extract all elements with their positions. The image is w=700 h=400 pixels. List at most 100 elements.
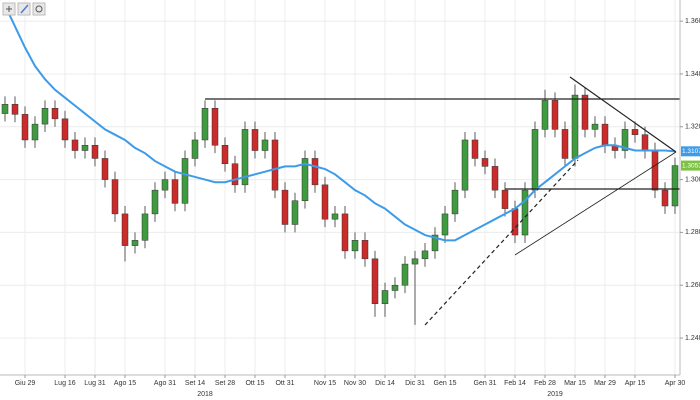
y-tick-label: 1.2400 — [685, 335, 700, 342]
candle-body — [91, 144, 99, 159]
candle-body — [271, 139, 279, 191]
candle-body — [71, 139, 79, 151]
candle-body — [181, 158, 189, 204]
candle-body — [221, 144, 229, 164]
candle-body — [11, 104, 19, 115]
x-tick-label: Lug 16 — [54, 380, 76, 387]
candle-body — [481, 158, 489, 167]
candle-body — [441, 213, 449, 236]
candle-body — [591, 123, 599, 130]
candle-body — [391, 284, 399, 291]
x-tick-label: Apr 30 — [665, 380, 686, 387]
candle-body — [311, 158, 319, 186]
candle-body — [101, 158, 109, 180]
y-tick-label: 1.3200 — [685, 124, 700, 131]
price-tag — [681, 160, 700, 171]
candle-body — [661, 189, 669, 207]
candle-body — [1, 104, 9, 114]
candle-body — [51, 108, 59, 120]
candle-body — [571, 94, 579, 159]
candle-body — [461, 139, 469, 191]
candle-body — [201, 108, 209, 141]
x-tick-label: Feb 14 — [504, 380, 526, 387]
x-tick-label: Dic 14 — [375, 380, 395, 387]
x-tick-label: Mar 29 — [594, 380, 616, 387]
y-tick-label: 1.3400 — [685, 71, 700, 78]
candle-body — [371, 258, 379, 304]
y-tick-label: 1.2800 — [685, 229, 700, 236]
x-tick-label: Lug 31 — [84, 380, 106, 387]
price-tag — [681, 146, 700, 157]
candle-body — [141, 213, 149, 241]
candle-body — [111, 179, 119, 215]
y-tick-label: 1.3600 — [685, 18, 700, 25]
candle-body — [251, 129, 259, 151]
candle-body — [61, 118, 69, 141]
x-tick-label: Feb 28 — [534, 380, 556, 387]
candle-body — [631, 129, 639, 135]
moving-average-line — [4, 4, 676, 242]
y-tick-label: 1.2600 — [685, 282, 700, 289]
x-tick-label: Apr 15 — [625, 380, 646, 387]
x-tick-label: Ott 15 — [245, 380, 264, 387]
candle-body — [401, 263, 409, 286]
x-tick-label: Nov 15 — [314, 380, 336, 387]
candle-body — [501, 189, 509, 209]
candle-body — [81, 144, 89, 151]
candle-body — [621, 129, 629, 151]
candle-body — [541, 100, 549, 130]
candle-body — [291, 200, 299, 225]
candle-body — [211, 108, 219, 146]
x-tick-label: Dic 31 — [405, 380, 425, 387]
x-tick-label: Gen 15 — [434, 380, 457, 387]
icon — [20, 4, 29, 14]
candle-body — [671, 165, 679, 207]
candle-body — [341, 213, 349, 252]
year-label: 2018 — [197, 391, 213, 398]
x-tick-label: Set 28 — [215, 380, 235, 387]
candle-body — [381, 290, 389, 304]
candle-body — [451, 189, 459, 215]
candle-body — [231, 163, 239, 186]
candle-body — [491, 166, 499, 191]
candle-body — [171, 179, 179, 204]
candle-body — [151, 189, 159, 215]
year-label: 2019 — [547, 391, 563, 398]
settings-button[interactable] — [32, 2, 46, 16]
candle-body — [31, 123, 39, 141]
candle-body — [41, 108, 49, 125]
candle-body — [521, 189, 529, 236]
candle-body — [351, 240, 359, 252]
candle-body — [121, 213, 129, 246]
candle-body — [641, 134, 649, 151]
candle-body — [411, 258, 419, 265]
price-tag-label: 1.3107 — [682, 148, 700, 155]
candle-body — [261, 139, 269, 151]
candle-body — [361, 240, 369, 260]
x-tick-label: Ago 31 — [154, 380, 176, 387]
candle-body — [321, 184, 329, 220]
x-tick-label: Mar 15 — [564, 380, 586, 387]
x-tick-label: Giu 29 — [15, 380, 36, 387]
candle-body — [131, 240, 139, 246]
up-trend-line — [424, 159, 579, 326]
icon — [6, 6, 12, 12]
candle-body — [331, 213, 339, 220]
x-tick-label: Ago 15 — [114, 380, 136, 387]
candle-body — [561, 129, 569, 159]
candle-body — [471, 139, 479, 159]
candle-body — [241, 129, 249, 186]
candle-body — [531, 129, 539, 191]
candle-body — [601, 123, 609, 146]
toolbar[interactable] — [2, 2, 46, 16]
triangle-line — [514, 151, 677, 256]
candle-body — [581, 94, 589, 130]
y-tick-label: 1.3000 — [685, 176, 700, 183]
trend-lines — [205, 76, 680, 326]
candle-body — [161, 179, 169, 191]
candle-body — [301, 158, 309, 201]
x-tick-label: Ott 31 — [275, 380, 294, 387]
candle-body — [21, 114, 29, 141]
